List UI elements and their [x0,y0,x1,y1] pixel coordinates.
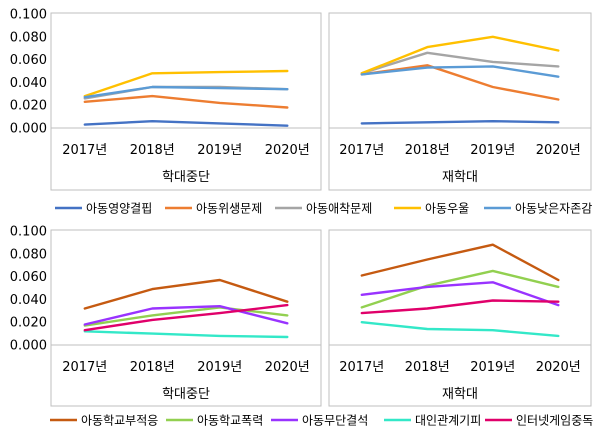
series-line-1 [360,243,560,282]
series-line-5 [360,65,560,78]
x-tick-label: 2017년 [62,360,107,375]
panel-frame [328,229,592,407]
series-line-1 [360,119,560,125]
y-tick-label: 0.000 [10,122,47,137]
y-tick-label: 0.040 [10,76,47,91]
legend-entry: 아동낮은자존감 [515,202,592,216]
legend-entry: 인터넷게임중독 [516,414,593,428]
x-tick-label: 2018년 [130,143,175,158]
series-line-4 [83,330,289,339]
series-line-1 [83,278,289,310]
x-tick-label: 2019년 [470,143,515,158]
y-tick-label: 0.100 [10,225,47,240]
panel-frame [328,12,592,191]
panel-frame [50,229,322,407]
x-tick-label: 2017년 [62,143,107,158]
legend-entry: 아동무단결석 [302,414,368,428]
x-tick-label: 2019년 [197,360,242,375]
x-tick-label: 2019년 [470,360,515,375]
y-tick-label: 0.060 [10,53,47,68]
x-tick-label: 2020년 [536,360,581,375]
series-line-2 [83,306,289,327]
legend-entry: 대인관계기피 [415,414,481,428]
legend-entry: 아동영양결핍 [86,202,152,216]
legend-entry: 아동애착문제 [306,202,372,216]
series-line-4 [360,35,560,75]
series-line-3 [83,305,289,326]
y-tick-label: 0.060 [10,270,47,285]
legend-entry: 아동학교부적응 [81,414,158,428]
series-line-4 [360,321,560,338]
x-tick-label: 2019년 [197,143,242,158]
y-tick-label: 0.080 [10,247,47,262]
y-tick-label: 0.020 [10,99,47,114]
series-line-3 [360,281,560,307]
x-tick-label: 2020년 [265,360,310,375]
panel-group-label: 학대중단 [162,170,210,185]
series-line-2 [83,94,289,109]
x-tick-label: 2018년 [130,360,175,375]
x-tick-label: 2017년 [339,360,384,375]
y-tick-label: 0.100 [10,8,47,23]
series-line-5 [83,303,289,332]
series-line-2 [360,269,560,309]
y-tick-label: 0.040 [10,293,47,308]
panel-group-label: 학대중단 [162,387,210,402]
series-line-1 [83,119,289,127]
legend-entry: 아동위생문제 [196,202,262,216]
series-line-4 [83,69,289,98]
x-tick-label: 2020년 [265,143,310,158]
series-line-5 [83,85,289,99]
panel-group-label: 재학대 [442,387,478,402]
x-tick-label: 2018년 [405,360,450,375]
legend-entry: 아동학교폭력 [197,414,263,428]
legend-entry: 아동우울 [425,202,469,216]
panel-frame [50,12,322,191]
x-tick-label: 2020년 [536,143,581,158]
x-tick-label: 2017년 [339,143,384,158]
x-tick-label: 2018년 [405,143,450,158]
panel-group-label: 재학대 [442,170,478,185]
y-tick-label: 0.000 [10,339,47,354]
y-tick-label: 0.020 [10,316,47,331]
series-line-5 [360,299,560,315]
series-line-3 [360,51,560,75]
y-tick-label: 0.080 [10,30,47,45]
